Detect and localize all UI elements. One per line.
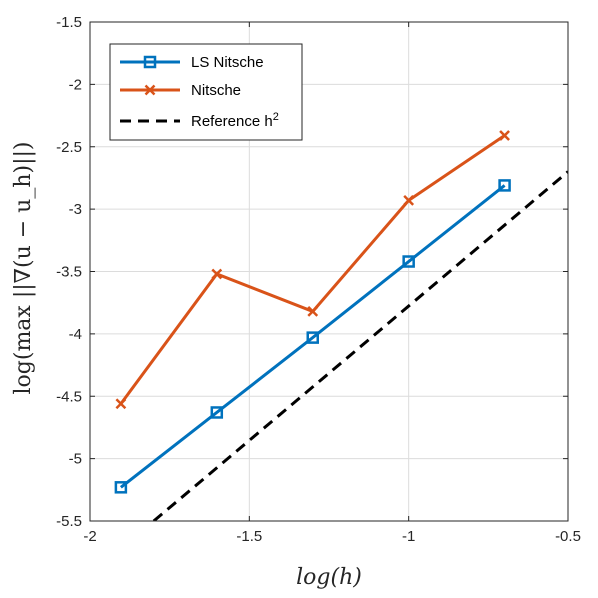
y-tick-label: -2: [69, 76, 82, 93]
legend-label: Nitsche: [191, 82, 241, 99]
x-tick-label: -2: [83, 528, 96, 545]
square-marker: [114, 481, 128, 494]
series-line: [152, 170, 568, 521]
legend-superscript: 2: [273, 111, 279, 123]
y-tick-label: -4: [69, 326, 82, 343]
x-marker: [144, 84, 156, 96]
x-marker: [499, 130, 510, 141]
x-tick-label: -1.5: [236, 528, 262, 545]
x-marker: [403, 195, 415, 206]
x-axis-title: log(h): [296, 565, 362, 590]
square-marker: [306, 331, 319, 344]
legend-item: Nitsche: [120, 82, 241, 99]
legend-item: Reference h2: [120, 111, 279, 130]
legend-item: LS Nitsche: [120, 54, 264, 71]
series-0: [114, 179, 511, 494]
legend-label: Reference h2: [191, 111, 279, 130]
series-layer: [114, 130, 568, 521]
y-tick-label: -1.5: [56, 14, 82, 31]
square-marker: [498, 179, 511, 192]
y-tick-label: -5: [69, 451, 82, 468]
x-tick-label: -1: [402, 528, 415, 545]
legend: LS Nitsche Nitsche Reference h2: [109, 43, 303, 141]
y-tick-label: -3.5: [56, 264, 82, 281]
y-axis-title: log(max ||∇(u − u_h)||): [11, 141, 36, 394]
square-marker: [143, 55, 157, 69]
square-marker: [402, 255, 415, 268]
y-tick-label: -5.5: [56, 513, 82, 530]
y-tick-label: -2.5: [56, 139, 82, 156]
x-marker: [211, 268, 223, 280]
legend-box: [109, 43, 303, 141]
series-2: [152, 170, 568, 521]
y-tick-label: -3: [69, 201, 82, 218]
legend-label: LS Nitsche: [191, 54, 264, 71]
series-line: [119, 134, 506, 405]
x-marker: [307, 306, 319, 317]
x-marker: [115, 398, 127, 410]
x-tick-label: -0.5: [555, 528, 581, 545]
square-marker: [210, 406, 224, 419]
series-line: [119, 184, 506, 489]
series-1: [115, 130, 510, 410]
y-tick-label: -4.5: [56, 388, 82, 405]
ticks: -2 -1.5 -1 -0.5 -5.5 -5 -4.5 -4 -3.5 -3 -2.5 -2 -1.5: [56, 14, 581, 545]
